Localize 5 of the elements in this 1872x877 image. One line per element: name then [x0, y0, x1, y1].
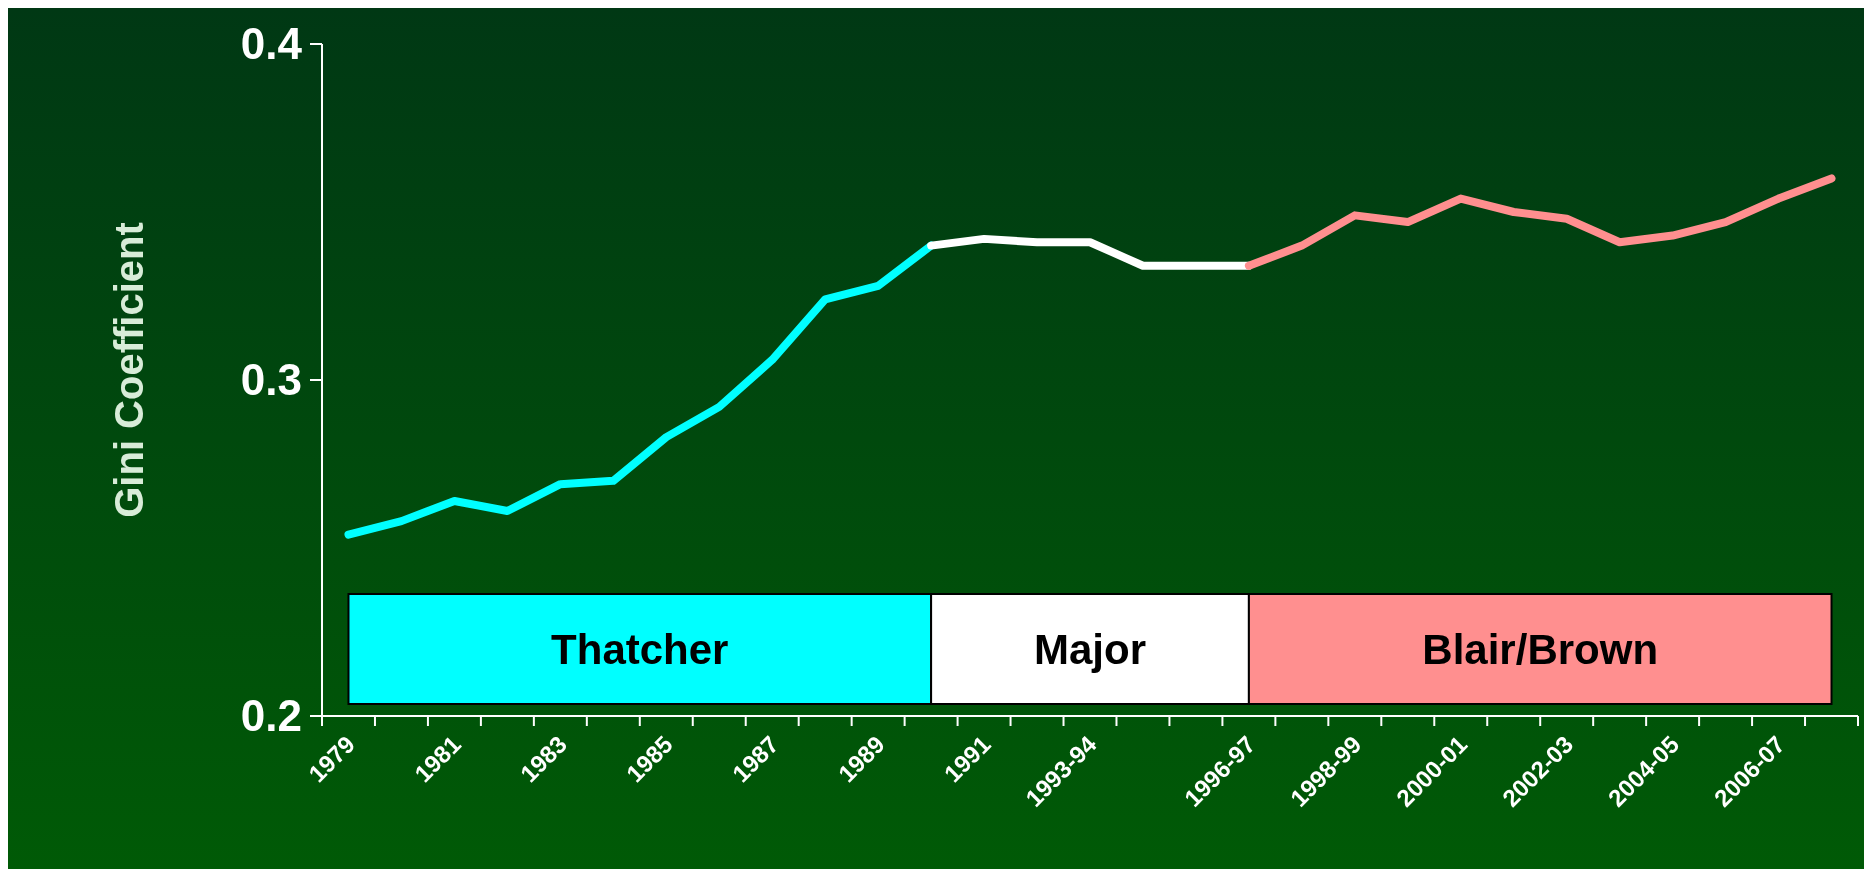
y-axis-title: Gini Coefficient: [107, 222, 151, 518]
y-tick-label: 0.3: [240, 355, 302, 404]
y-tick-label: 0.4: [240, 19, 303, 68]
y-tick-label: 0.2: [240, 691, 302, 740]
legend: Thatcher Major Blair/Brown: [347, 593, 1833, 705]
